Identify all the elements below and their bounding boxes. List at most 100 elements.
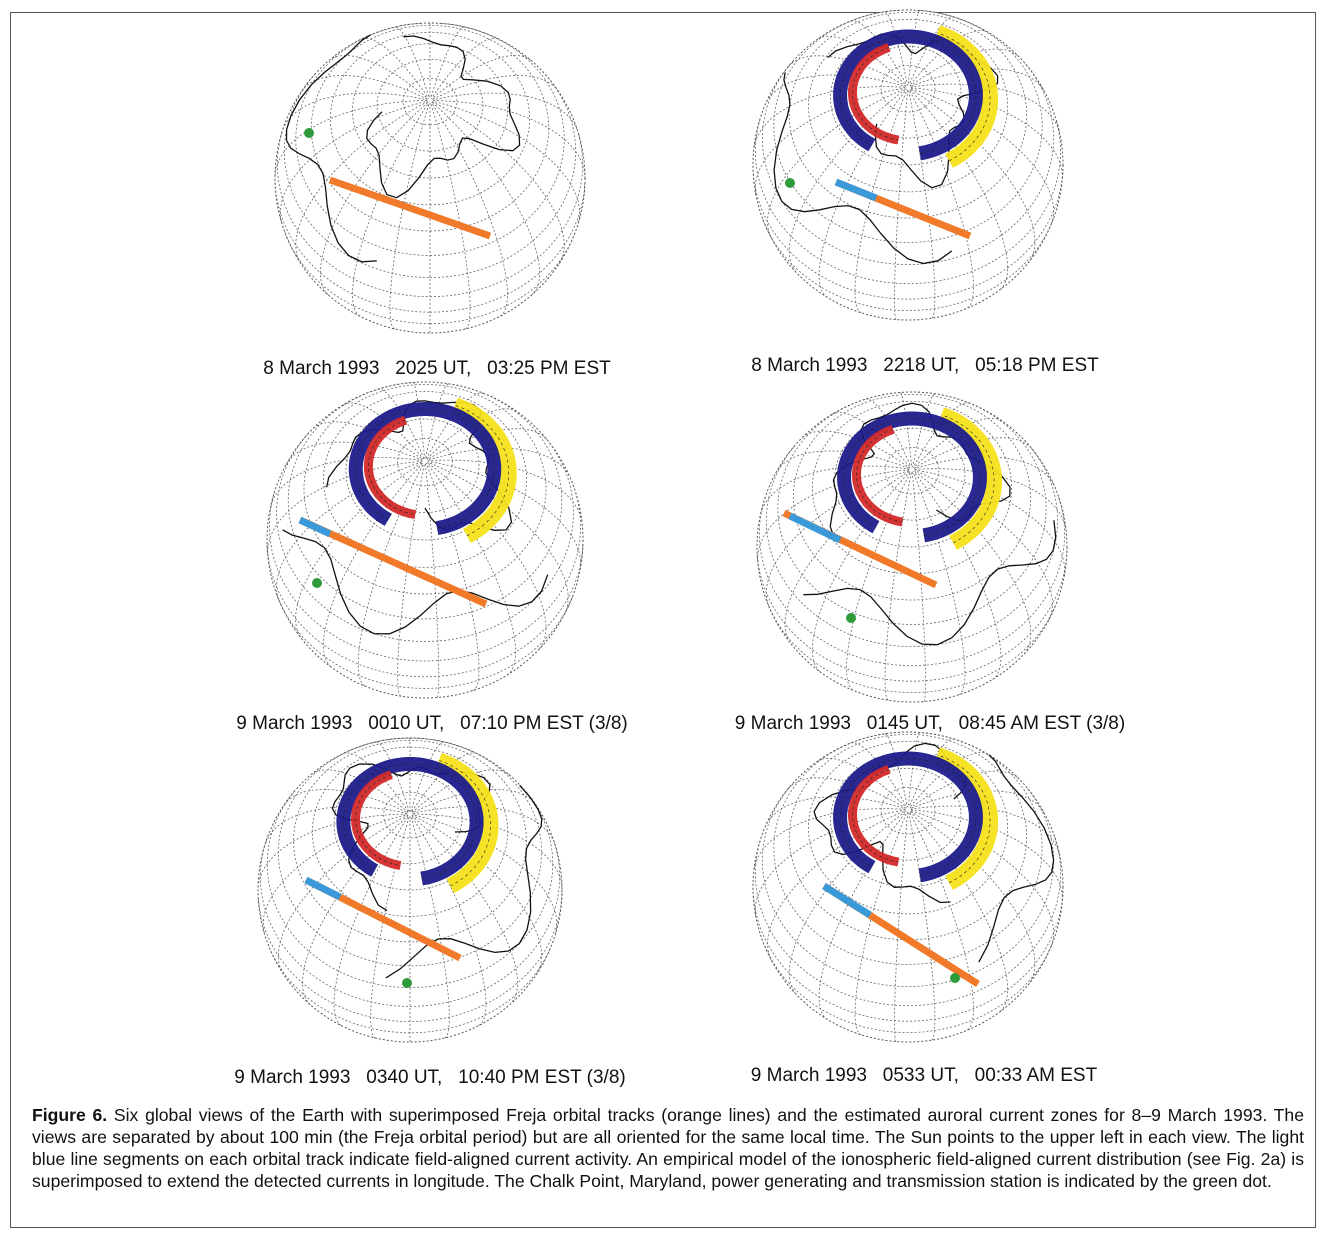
meridian-line	[410, 752, 477, 813]
meridian-line	[370, 816, 410, 1039]
meridian-line	[430, 102, 471, 330]
meridian-line	[412, 806, 555, 843]
meridian-line	[850, 20, 908, 86]
latitude-line	[284, 232, 576, 325]
meridian-line	[911, 471, 926, 702]
chalk-point-dot	[785, 178, 795, 188]
latitude-line	[287, 381, 563, 620]
chalk-point-dot	[846, 613, 856, 623]
latitude-line	[762, 60, 1054, 266]
chalk-point-dot	[402, 978, 412, 988]
meridian-line	[432, 100, 586, 176]
latitude-line	[269, 493, 581, 662]
coastline	[366, 35, 521, 199]
auroral-zone-edge	[839, 758, 977, 876]
latitude-line	[761, 786, 1055, 987]
meridian-line	[431, 102, 508, 317]
auroral-zone-edge	[856, 429, 903, 523]
auroral-zone-edge	[843, 418, 981, 536]
auroral-zone-edge	[839, 36, 977, 154]
latitude-line	[274, 182, 586, 313]
latitude-line	[773, 9, 1043, 243]
meridian-line	[908, 16, 955, 86]
meridian-line	[908, 811, 936, 1041]
auroral-zone-edge	[937, 754, 991, 884]
auroral-zone-edge	[852, 47, 899, 141]
latitude-line	[758, 496, 1066, 667]
current-segment	[304, 876, 342, 901]
latitude-line	[762, 219, 1054, 312]
latitude-line	[754, 836, 1062, 1007]
panel-caption: 8 March 1993 2218 UT, 05:18 PM EST	[751, 355, 1099, 376]
meridian-line	[909, 752, 989, 808]
meridian-line	[914, 468, 1067, 529]
meridian-line	[412, 814, 558, 934]
latitude-line	[266, 544, 584, 678]
meridian-line	[753, 808, 906, 869]
meridian-line	[295, 462, 423, 638]
meridian-line	[910, 68, 1045, 92]
meridian-line	[410, 816, 450, 1039]
meridian-line	[910, 790, 1045, 814]
current-segment	[822, 883, 872, 918]
meridian-line	[788, 810, 907, 995]
latitude-line	[755, 119, 1061, 285]
meridian-line	[913, 471, 1002, 680]
meridian-line	[802, 430, 911, 469]
coastline	[773, 72, 953, 265]
meridian-line	[753, 86, 906, 147]
meridian-line	[914, 470, 1053, 620]
meridian-line	[909, 89, 1008, 290]
meridian-line	[424, 463, 440, 698]
meridian-line	[282, 92, 428, 130]
meridian-line	[912, 393, 936, 468]
latitude-line	[752, 169, 1064, 300]
meridian-line	[831, 412, 911, 468]
meridian-line	[884, 11, 908, 86]
meridian-line	[788, 88, 907, 273]
latitude-line	[259, 840, 561, 1007]
auroral-zone-edge	[368, 419, 416, 515]
meridian-line	[412, 813, 563, 888]
meridian-line	[270, 457, 423, 506]
meridian-line	[431, 55, 532, 100]
meridian-line	[884, 733, 908, 808]
latitude-line	[266, 791, 554, 988]
meridian-line	[430, 26, 465, 99]
meridian-line	[313, 421, 424, 460]
auroral-zone	[336, 757, 484, 886]
meridian-line	[328, 55, 429, 100]
meridian-line	[343, 402, 424, 460]
latitude-line	[268, 947, 552, 1034]
figure-frame	[10, 12, 1316, 1228]
latitude-line	[765, 446, 1059, 647]
current-segment	[298, 516, 332, 538]
latitude-line	[277, 132, 583, 298]
meridian-line	[757, 469, 910, 561]
latitude-line	[764, 945, 1052, 1033]
globe-figure: 8 March 1993 2025 UT, 03:25 PM EST 8 Marc…	[234, 9, 1125, 1088]
meridian-line	[767, 810, 906, 960]
latitude-line	[858, 427, 966, 521]
chalk-point-dot	[312, 578, 322, 588]
current-segment	[788, 512, 842, 544]
meridian-line	[894, 811, 909, 1042]
meridian-line	[427, 447, 570, 476]
coastline	[978, 754, 1055, 963]
meridian-line	[357, 463, 425, 687]
meridian-line	[767, 88, 906, 238]
meridian-line	[267, 460, 423, 554]
latitude-line	[884, 447, 940, 495]
meridian-line	[910, 87, 1063, 179]
meridian-line	[912, 471, 966, 696]
meridian-line	[425, 383, 449, 459]
coastline	[803, 520, 1057, 646]
chalk-point-dot	[950, 973, 960, 983]
meridian-line	[426, 462, 547, 650]
meridian-line	[431, 37, 498, 99]
auroral-zone-edge	[355, 774, 401, 866]
meridian-line	[432, 92, 578, 130]
latitude-line	[768, 605, 1056, 693]
latitude-line	[370, 418, 480, 514]
meridian-line	[854, 89, 908, 314]
